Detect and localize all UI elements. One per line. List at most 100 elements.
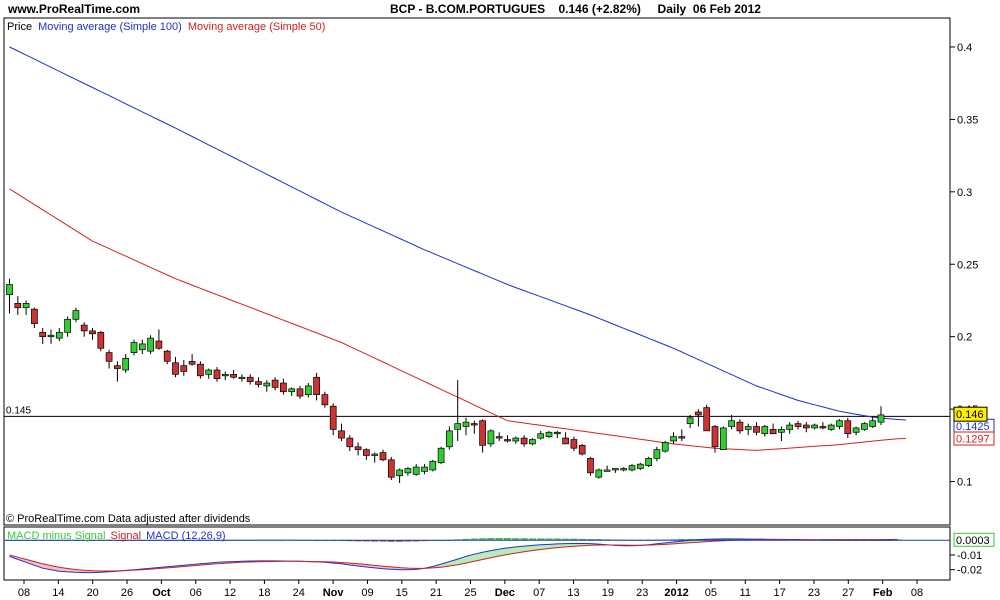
candle	[753, 422, 760, 436]
price-tick-label: 0.25	[957, 259, 978, 271]
candle	[238, 374, 246, 382]
candle-body	[288, 388, 296, 393]
macd-fill-segment	[26, 559, 35, 566]
candle	[553, 430, 561, 439]
candle-body	[786, 424, 794, 430]
candle	[603, 465, 611, 472]
x-tick-label: 18	[258, 587, 270, 599]
x-tick-label: 14	[52, 587, 64, 599]
candle	[379, 449, 387, 462]
candle	[811, 423, 818, 430]
macd-line	[9, 538, 898, 574]
candle	[255, 377, 262, 388]
candle-body	[271, 379, 279, 388]
macd-fill-segment	[482, 550, 491, 560]
candle	[836, 419, 843, 430]
candle	[304, 383, 312, 398]
symbol-name: BCP - B.COM.PORTUGUES	[390, 2, 546, 16]
candle	[628, 464, 636, 472]
candle	[437, 446, 445, 465]
candle-body	[72, 310, 80, 320]
candle-body	[138, 343, 146, 351]
candle-body	[197, 363, 204, 377]
x-tick-label: 19	[602, 587, 614, 599]
candle-body	[703, 407, 711, 432]
price-axis: 0.10.150.20.250.30.350.4	[950, 42, 978, 489]
x-tick-label: 23	[636, 587, 648, 599]
candle-body	[819, 426, 827, 429]
candle-body	[437, 447, 445, 464]
candle-body	[163, 350, 171, 362]
candle-body	[628, 465, 636, 471]
ma50-last-label: 0.1297	[956, 434, 990, 446]
ma100-line	[9, 46, 906, 421]
candle	[470, 420, 478, 434]
site-name[interactable]: www.ProRealTime.com	[8, 2, 141, 16]
candle-body	[545, 431, 553, 437]
candle	[80, 322, 88, 337]
candle	[761, 425, 769, 437]
candle	[246, 374, 254, 385]
candle	[520, 435, 528, 447]
candle-body	[188, 360, 196, 365]
macd-fill-segment	[17, 557, 27, 563]
legend-hist: MACD minus Signal	[7, 530, 105, 542]
candle	[877, 406, 885, 426]
candle	[114, 361, 121, 382]
candle	[462, 417, 470, 436]
price-legend: Price Moving average (Simple 100) Moving…	[7, 21, 325, 33]
candle-body	[221, 373, 229, 377]
candle-body	[753, 426, 760, 433]
candle-body	[661, 442, 669, 452]
candle-body	[263, 382, 271, 387]
candle-body	[603, 469, 611, 472]
candle	[172, 356, 179, 378]
candle-body	[55, 331, 63, 339]
x-tick-label: 27	[842, 587, 854, 599]
candle	[280, 378, 287, 395]
candle	[39, 327, 47, 344]
candle	[454, 380, 462, 441]
legend-ma100: Moving average (Simple 100)	[38, 21, 182, 33]
price-tick-label: 0.4	[957, 42, 972, 54]
candle-body	[877, 414, 885, 423]
candle-body	[396, 469, 403, 477]
candle	[786, 422, 794, 434]
candle-body	[346, 437, 354, 448]
candle	[197, 361, 204, 379]
candle-body	[744, 426, 752, 430]
candle	[354, 442, 362, 456]
candle-body	[80, 324, 88, 332]
candles	[6, 278, 885, 483]
candle	[329, 403, 337, 436]
candle	[22, 300, 30, 315]
x-tick-label: 15	[396, 587, 408, 599]
candle	[736, 419, 744, 434]
candle	[6, 278, 13, 314]
macd-legend: MACD minus Signal Signal MACD (12,26,9)	[7, 530, 226, 542]
price-tick-label: 0.2	[957, 332, 972, 344]
x-tick-label: 13	[567, 587, 579, 599]
candle-body	[296, 388, 304, 397]
candle-body	[6, 284, 13, 296]
candle-body	[836, 420, 843, 427]
candle-body	[570, 439, 578, 449]
candle-body	[454, 423, 462, 430]
x-tick-label: Oct	[152, 587, 171, 599]
candle	[479, 419, 486, 453]
chart-title: BCP - B.COM.PORTUGUES 0.146 (+2.82%) Dai…	[390, 2, 761, 16]
candle-body	[255, 381, 262, 385]
candle-body	[39, 331, 47, 338]
candle	[346, 435, 354, 452]
candle-body	[512, 437, 520, 442]
candle	[578, 443, 586, 456]
candle	[711, 425, 719, 453]
candle	[230, 370, 237, 379]
candle	[728, 414, 735, 430]
candle-body	[802, 424, 810, 429]
candle-body	[338, 430, 345, 439]
candle-body	[728, 420, 735, 427]
macd-last-box: 0.0003	[953, 532, 995, 547]
